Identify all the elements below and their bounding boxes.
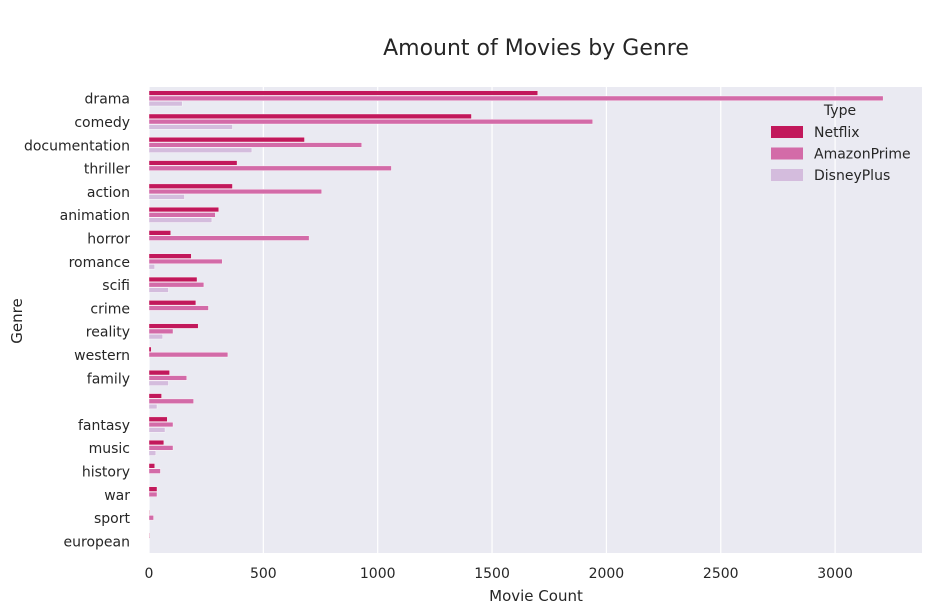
- bar-netflix: [148, 276, 198, 283]
- bar-amazonprime: [148, 165, 392, 171]
- bar-disneyplus: [148, 147, 253, 153]
- bar-netflix: [148, 440, 165, 446]
- plot-area: [149, 87, 922, 553]
- y-tick-label: crime: [90, 301, 130, 317]
- y-tick-label: european: [64, 534, 130, 550]
- y-tick-label: thriller: [84, 162, 130, 178]
- bar-disneyplus: [148, 287, 169, 293]
- x-tick-label: 0: [145, 566, 154, 582]
- bar-netflix: [148, 253, 192, 259]
- legend-swatch: [771, 169, 803, 181]
- bar-disneyplus: [148, 217, 213, 223]
- y-tick-label: fantasy: [78, 418, 130, 434]
- legend-label: AmazonPrime: [814, 147, 911, 163]
- y-tick-label: documentation: [24, 138, 130, 154]
- bar-amazonprime: [148, 142, 362, 148]
- bar-amazonprime: [148, 375, 187, 381]
- bar-amazonprime: [148, 119, 593, 125]
- legend-label: DisneyPlus: [814, 168, 890, 184]
- bar-netflix: [148, 300, 197, 306]
- bar-netflix: [148, 346, 152, 352]
- bar-amazonprime: [148, 328, 174, 334]
- legend-swatch: [771, 147, 803, 160]
- x-tick-label: 2000: [589, 566, 625, 582]
- y-tick-label: horror: [87, 231, 130, 247]
- y-tick-label: family: [87, 371, 130, 387]
- y-axis-label: Genre: [8, 298, 26, 343]
- y-tick-label: music: [89, 441, 130, 457]
- bar-disneyplus: [148, 124, 233, 130]
- y-tick-label: scifi: [102, 278, 130, 294]
- bar-netflix: [148, 137, 305, 143]
- x-tick-label: 500: [250, 566, 277, 582]
- legend-swatch: [771, 126, 803, 138]
- y-tick-label: comedy: [74, 115, 130, 131]
- x-tick-label: 1000: [360, 566, 396, 582]
- bar-disneyplus: [148, 264, 155, 270]
- y-axis-ticks: drama comedy documentation thriller action an…: [24, 92, 131, 551]
- bar-netflix: [148, 113, 472, 119]
- y-tick-label: drama: [85, 92, 130, 108]
- bar-amazonprime: [148, 258, 223, 265]
- y-tick-label: animation: [60, 208, 130, 224]
- bar-amazonprime: [148, 282, 205, 288]
- x-tick-label: 1500: [474, 566, 510, 582]
- bar-netflix: [148, 393, 162, 399]
- bar-netflix: [148, 160, 238, 166]
- bar-netflix: [148, 509, 150, 516]
- y-tick-label: romance: [69, 255, 130, 271]
- bar-amazonprime: [148, 212, 216, 218]
- y-tick-label: sport: [94, 511, 131, 527]
- x-tick-label: 2500: [703, 566, 739, 582]
- bar-netflix: [148, 533, 150, 539]
- y-tick-label: action: [87, 185, 130, 201]
- bar-disneyplus: [148, 101, 183, 107]
- bar-disneyplus: [148, 334, 163, 340]
- y-tick-label: history: [82, 464, 130, 480]
- legend-label: Netflix: [814, 125, 860, 141]
- bar-amazonprime: [148, 235, 310, 241]
- bar-disneyplus: [148, 404, 158, 410]
- y-tick-label: western: [74, 348, 130, 364]
- chart-title: Amount of Movies by Genre: [383, 36, 689, 61]
- x-axis-label: Movie Count: [489, 587, 583, 605]
- bar-netflix: [148, 183, 233, 189]
- grid-lines: [148, 87, 836, 553]
- bar-amazonprime: [148, 352, 229, 358]
- bar-group: [148, 90, 884, 539]
- x-tick-label: 3000: [817, 566, 853, 582]
- bar-netflix: [148, 370, 170, 376]
- bar-disneyplus: [148, 194, 185, 200]
- bar-disneyplus: [148, 427, 166, 433]
- bar-amazonprime: [148, 445, 174, 451]
- bar-amazonprime: [148, 305, 209, 311]
- bar-disneyplus: [148, 450, 157, 456]
- bar-amazonprime: [148, 515, 154, 521]
- x-axis-ticks: 0 500 1000 1500 2000 2500 3000: [145, 566, 853, 582]
- bar-disneyplus: [148, 380, 169, 386]
- y-tick-label: reality: [86, 325, 130, 341]
- bar-netflix: [148, 416, 168, 422]
- legend-title: Type: [823, 103, 856, 119]
- bar-netflix: [148, 463, 155, 469]
- legend: Type Netflix AmazonPrime DisneyPlus: [771, 103, 911, 184]
- bar-netflix: [148, 323, 199, 329]
- y-tick-label: war: [104, 488, 130, 504]
- bar-netflix: [148, 90, 538, 96]
- bar-netflix: [148, 230, 171, 236]
- bar-netflix: [148, 206, 219, 213]
- bar-amazonprime: [148, 491, 158, 498]
- bar-amazonprime: [148, 468, 161, 474]
- bar-netflix: [148, 486, 158, 492]
- bar-amazonprime: [148, 188, 322, 195]
- bar-amazonprime: [148, 398, 194, 404]
- bar-amazonprime: [148, 422, 174, 428]
- bar-amazonprime: [148, 95, 884, 101]
